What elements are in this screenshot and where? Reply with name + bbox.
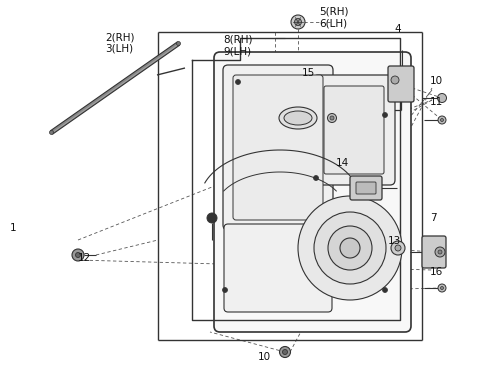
Circle shape	[295, 19, 301, 25]
Polygon shape	[50, 42, 180, 134]
Circle shape	[383, 113, 387, 117]
Circle shape	[314, 212, 386, 284]
Circle shape	[177, 41, 180, 46]
Text: 1: 1	[10, 223, 16, 233]
Circle shape	[279, 347, 290, 357]
Text: 15: 15	[301, 68, 315, 78]
Ellipse shape	[284, 111, 312, 125]
Circle shape	[438, 284, 446, 292]
Text: 5(RH)
6(LH): 5(RH) 6(LH)	[319, 7, 348, 28]
Circle shape	[207, 213, 217, 223]
Circle shape	[75, 253, 81, 257]
Circle shape	[441, 286, 444, 289]
FancyBboxPatch shape	[388, 66, 414, 102]
Text: 12: 12	[78, 253, 91, 263]
Circle shape	[441, 119, 444, 122]
Circle shape	[437, 94, 446, 103]
Circle shape	[236, 79, 240, 85]
Circle shape	[438, 250, 442, 254]
Text: 13: 13	[388, 236, 401, 246]
Circle shape	[298, 196, 402, 300]
Circle shape	[391, 76, 399, 84]
Text: 7: 7	[430, 213, 437, 223]
Circle shape	[435, 247, 445, 257]
Circle shape	[395, 245, 401, 251]
FancyBboxPatch shape	[324, 86, 384, 174]
Circle shape	[313, 176, 319, 181]
Circle shape	[49, 131, 53, 134]
FancyBboxPatch shape	[422, 236, 446, 268]
Circle shape	[340, 238, 360, 258]
FancyBboxPatch shape	[223, 65, 333, 230]
FancyBboxPatch shape	[224, 224, 332, 312]
Circle shape	[328, 226, 372, 270]
FancyBboxPatch shape	[350, 176, 382, 200]
Text: 10: 10	[258, 352, 271, 362]
Text: 4: 4	[395, 24, 401, 34]
Circle shape	[283, 350, 288, 354]
Circle shape	[223, 288, 228, 292]
Text: 10: 10	[430, 76, 443, 86]
FancyBboxPatch shape	[313, 75, 395, 185]
FancyBboxPatch shape	[233, 75, 323, 220]
Text: 14: 14	[336, 159, 349, 168]
FancyBboxPatch shape	[214, 52, 411, 332]
Circle shape	[330, 116, 334, 120]
Text: 16: 16	[430, 267, 444, 277]
Circle shape	[72, 249, 84, 261]
Text: 11: 11	[430, 97, 444, 107]
Circle shape	[438, 116, 446, 124]
Circle shape	[327, 113, 336, 122]
Ellipse shape	[279, 107, 317, 129]
Text: 2(RH)
3(LH): 2(RH) 3(LH)	[106, 32, 135, 54]
Circle shape	[383, 288, 387, 292]
Text: 8(RH)
9(LH): 8(RH) 9(LH)	[223, 35, 252, 56]
FancyBboxPatch shape	[356, 182, 376, 194]
Circle shape	[291, 15, 305, 29]
Circle shape	[391, 241, 405, 255]
